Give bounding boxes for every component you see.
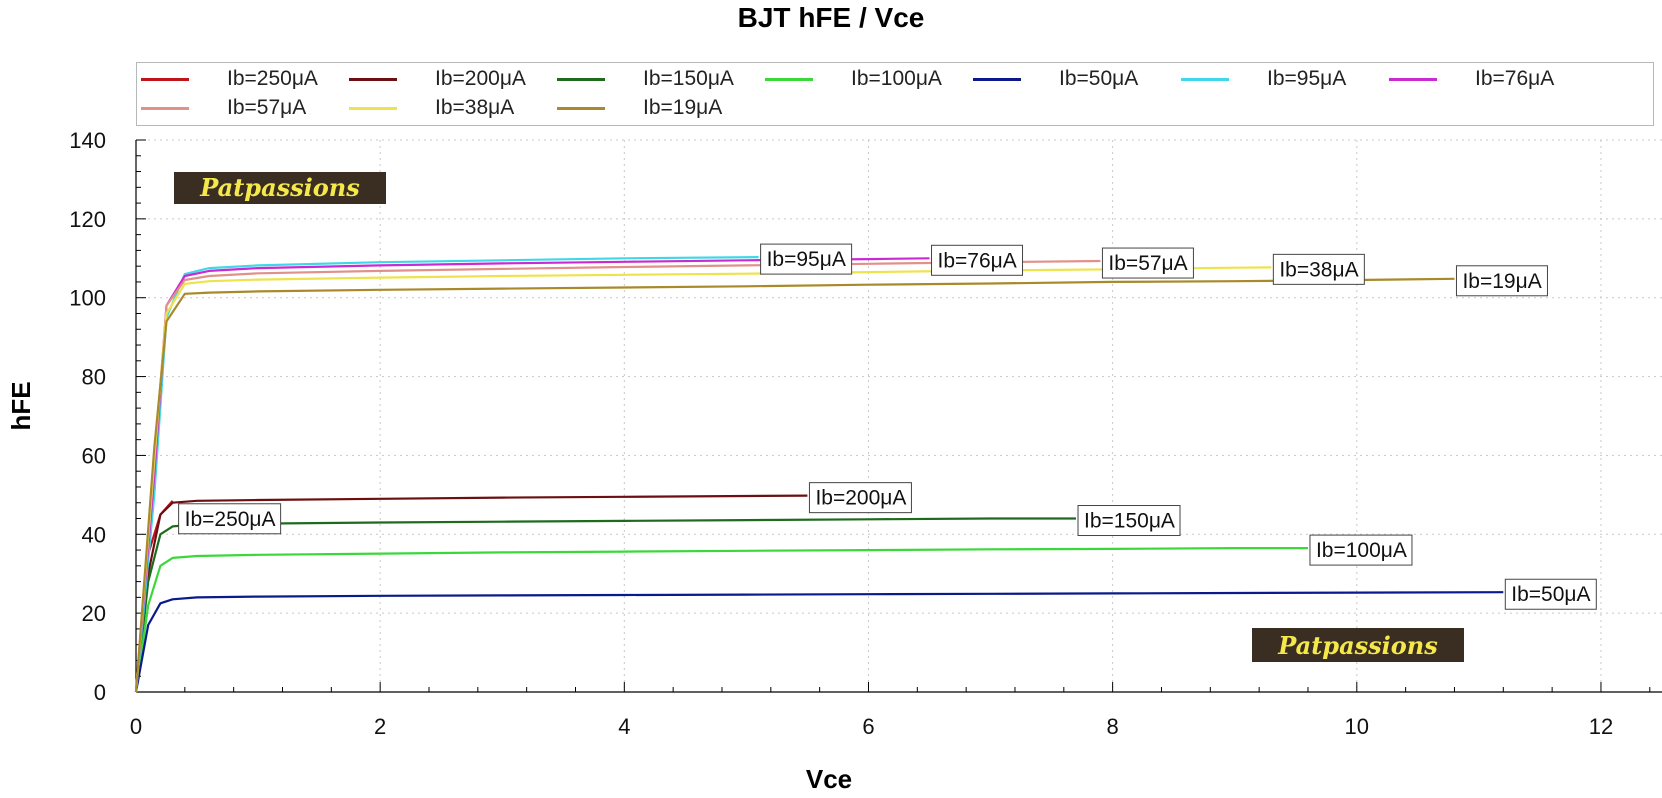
- y-tick-label: 100: [69, 286, 106, 311]
- legend-item: Ib=38μA: [349, 94, 514, 122]
- callout-label-3: Ib=100μA: [1316, 539, 1407, 562]
- x-tick-label: 0: [130, 714, 142, 739]
- x-tick-label: 2: [374, 714, 386, 739]
- y-tick-label: 40: [82, 522, 106, 547]
- callout-label-7: Ib=57μA: [1108, 252, 1187, 275]
- y-tick-label: 20: [82, 601, 106, 626]
- callout-box-7: [1101, 247, 1194, 279]
- y-tick-label: 60: [82, 443, 106, 468]
- x-tick-label: 10: [1345, 714, 1369, 739]
- legend-item: Ib=150μA: [557, 65, 734, 93]
- legend-swatch: [141, 77, 189, 81]
- callout-box-9: [1455, 265, 1548, 297]
- legend-label: Ib=19μA: [643, 96, 723, 119]
- series-line-1: [134, 494, 808, 693]
- chart-title: BJT hFE / Vce: [737, 2, 925, 33]
- callout-box-6: [931, 244, 1024, 276]
- callout-box-3: [1309, 534, 1413, 566]
- watermark-text: Patpassions: [1277, 631, 1438, 660]
- series-line-2: [134, 517, 1076, 693]
- watermark-background: [174, 172, 386, 204]
- x-tick-label: 6: [862, 714, 874, 739]
- callout-label-1: Ib=200μA: [815, 487, 906, 510]
- x-axis-title: Vce: [806, 764, 852, 794]
- y-axis-title: hFE: [6, 381, 36, 430]
- legend-swatch: [349, 77, 397, 81]
- watermark-text: Patpassions: [199, 173, 360, 202]
- legend-item: Ib=76μA: [1389, 65, 1554, 93]
- callout-label-0: Ib=250μA: [185, 508, 276, 531]
- legend-label: Ib=250μA: [227, 67, 318, 90]
- legend-label: Ib=38μA: [435, 96, 515, 119]
- callout-box-5: [760, 243, 853, 275]
- legend-label: Ib=100μA: [851, 67, 942, 90]
- legend-item: Ib=57μA: [141, 94, 306, 122]
- legend-label: Ib=57μA: [227, 96, 307, 119]
- callout-box-8: [1272, 253, 1365, 285]
- series-line-8: [134, 266, 1272, 693]
- series-line-3: [134, 546, 1308, 693]
- callout-label-4: Ib=50μA: [1511, 583, 1590, 606]
- callout-label-9: Ib=19μA: [1462, 270, 1541, 293]
- legend-swatch: [765, 77, 813, 81]
- watermark-background: [1252, 628, 1464, 662]
- callout-label-6: Ib=76μA: [938, 249, 1017, 272]
- legend-item: Ib=250μA: [141, 65, 318, 93]
- series-line-5: [134, 256, 759, 693]
- series-line-7: [134, 259, 1101, 693]
- chart-legend: Ib=250μA Ib=200μA Ib=150μA Ib=100μA Ib=50μA I…: [136, 62, 1654, 126]
- legend-label: Ib=200μA: [435, 67, 526, 90]
- legend-swatch: [1181, 77, 1229, 81]
- callout-box-4: [1504, 578, 1597, 610]
- series-line-4: [134, 591, 1504, 693]
- y-tick-label: 0: [94, 680, 106, 705]
- legend-item: Ib=100μA: [765, 65, 942, 93]
- legend-item: Ib=200μA: [349, 65, 526, 93]
- callout-label-5: Ib=95μA: [767, 248, 846, 271]
- legend-swatch: [141, 106, 189, 110]
- legend-label: Ib=95μA: [1267, 67, 1347, 90]
- legend-item: Ib=50μA: [973, 65, 1138, 93]
- legend-swatch: [349, 106, 397, 110]
- series-line-9: [134, 277, 1455, 693]
- x-tick-label: 12: [1589, 714, 1613, 739]
- x-tick-label: 4: [618, 714, 630, 739]
- legend-item: Ib=95μA: [1181, 65, 1346, 93]
- y-tick-label: 120: [69, 207, 106, 232]
- x-tick-label: 8: [1107, 714, 1119, 739]
- legend-label: Ib=150μA: [643, 67, 734, 90]
- callout-box-1: [808, 482, 912, 514]
- callout-box-0: [178, 503, 282, 535]
- y-tick-label: 140: [69, 128, 106, 153]
- callout-box-2: [1077, 505, 1181, 537]
- series-line-6: [134, 257, 930, 693]
- callout-label-2: Ib=150μA: [1084, 510, 1175, 533]
- legend-swatch: [557, 106, 605, 110]
- legend-label: Ib=50μA: [1059, 67, 1139, 90]
- legend-label: Ib=76μA: [1475, 67, 1555, 90]
- legend-swatch: [1389, 77, 1437, 81]
- y-tick-label: 80: [82, 365, 106, 390]
- callout-label-8: Ib=38μA: [1279, 258, 1358, 281]
- legend-item: Ib=19μA: [557, 94, 722, 122]
- legend-swatch: [557, 77, 605, 81]
- legend-swatch: [973, 77, 1021, 81]
